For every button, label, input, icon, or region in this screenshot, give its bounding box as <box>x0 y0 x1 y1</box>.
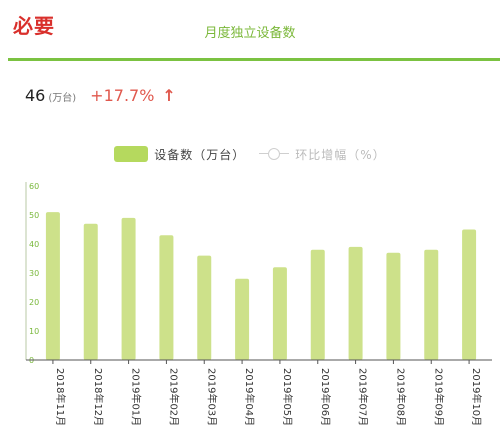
bar <box>159 235 174 360</box>
bar <box>386 252 401 360</box>
x-tick-label: 2019年06月 <box>319 368 332 426</box>
x-tick-label: 2019年07月 <box>357 368 370 426</box>
x-tick-label: 2018年12月 <box>92 368 105 426</box>
bar <box>83 223 98 360</box>
bar <box>272 267 287 360</box>
x-tick-label: 2019年05月 <box>281 368 294 426</box>
x-tick-label: 2019年04月 <box>243 368 256 426</box>
bar <box>462 229 477 360</box>
x-tick-label: 2019年03月 <box>205 368 218 426</box>
bar <box>197 255 212 360</box>
bar <box>121 217 136 360</box>
x-tick-label: 2019年10月 <box>470 368 483 426</box>
x-tick-label: 2019年02月 <box>167 368 180 426</box>
chart-legend: 设备数（万台） 环比增幅（%） <box>0 144 500 164</box>
bar <box>45 212 60 360</box>
header-divider <box>8 58 500 61</box>
bar <box>310 249 325 360</box>
y-tick-label: 20 <box>29 298 39 307</box>
brand-logo: 必要 <box>13 14 55 38</box>
y-tick-label: 10 <box>29 327 39 336</box>
x-tick-label: 2018年11月 <box>54 368 67 426</box>
stat-change: +17.7% <box>90 86 155 105</box>
legend-bar-label[interactable]: 设备数（万台） <box>154 147 246 162</box>
header: 必要 月度独立设备数 <box>0 0 500 61</box>
y-tick-label: 50 <box>29 211 39 220</box>
stat-value: 46 <box>25 86 46 105</box>
x-tick-label: 2019年01月 <box>130 368 143 426</box>
bar <box>424 249 439 360</box>
stat-unit: (万台) <box>48 93 77 104</box>
page-title: 月度独立设备数 <box>204 26 296 41</box>
stats-summary: 46 (万台) +17.7% ↑ <box>25 86 176 105</box>
bar <box>348 246 363 360</box>
y-tick-label: 40 <box>29 240 39 249</box>
legend-line-icon[interactable] <box>259 147 290 161</box>
legend-bar-swatch[interactable] <box>114 146 149 162</box>
x-tick-label: 2019年09月 <box>432 368 445 426</box>
bar <box>235 278 250 360</box>
x-tick-label: 2019年08月 <box>394 368 407 426</box>
arrow-up-icon: ↑ <box>162 86 176 105</box>
legend-line-label[interactable]: 环比增幅（%） <box>295 147 386 162</box>
y-tick-label: 60 <box>29 182 39 191</box>
y-tick-label: 30 <box>29 269 39 278</box>
